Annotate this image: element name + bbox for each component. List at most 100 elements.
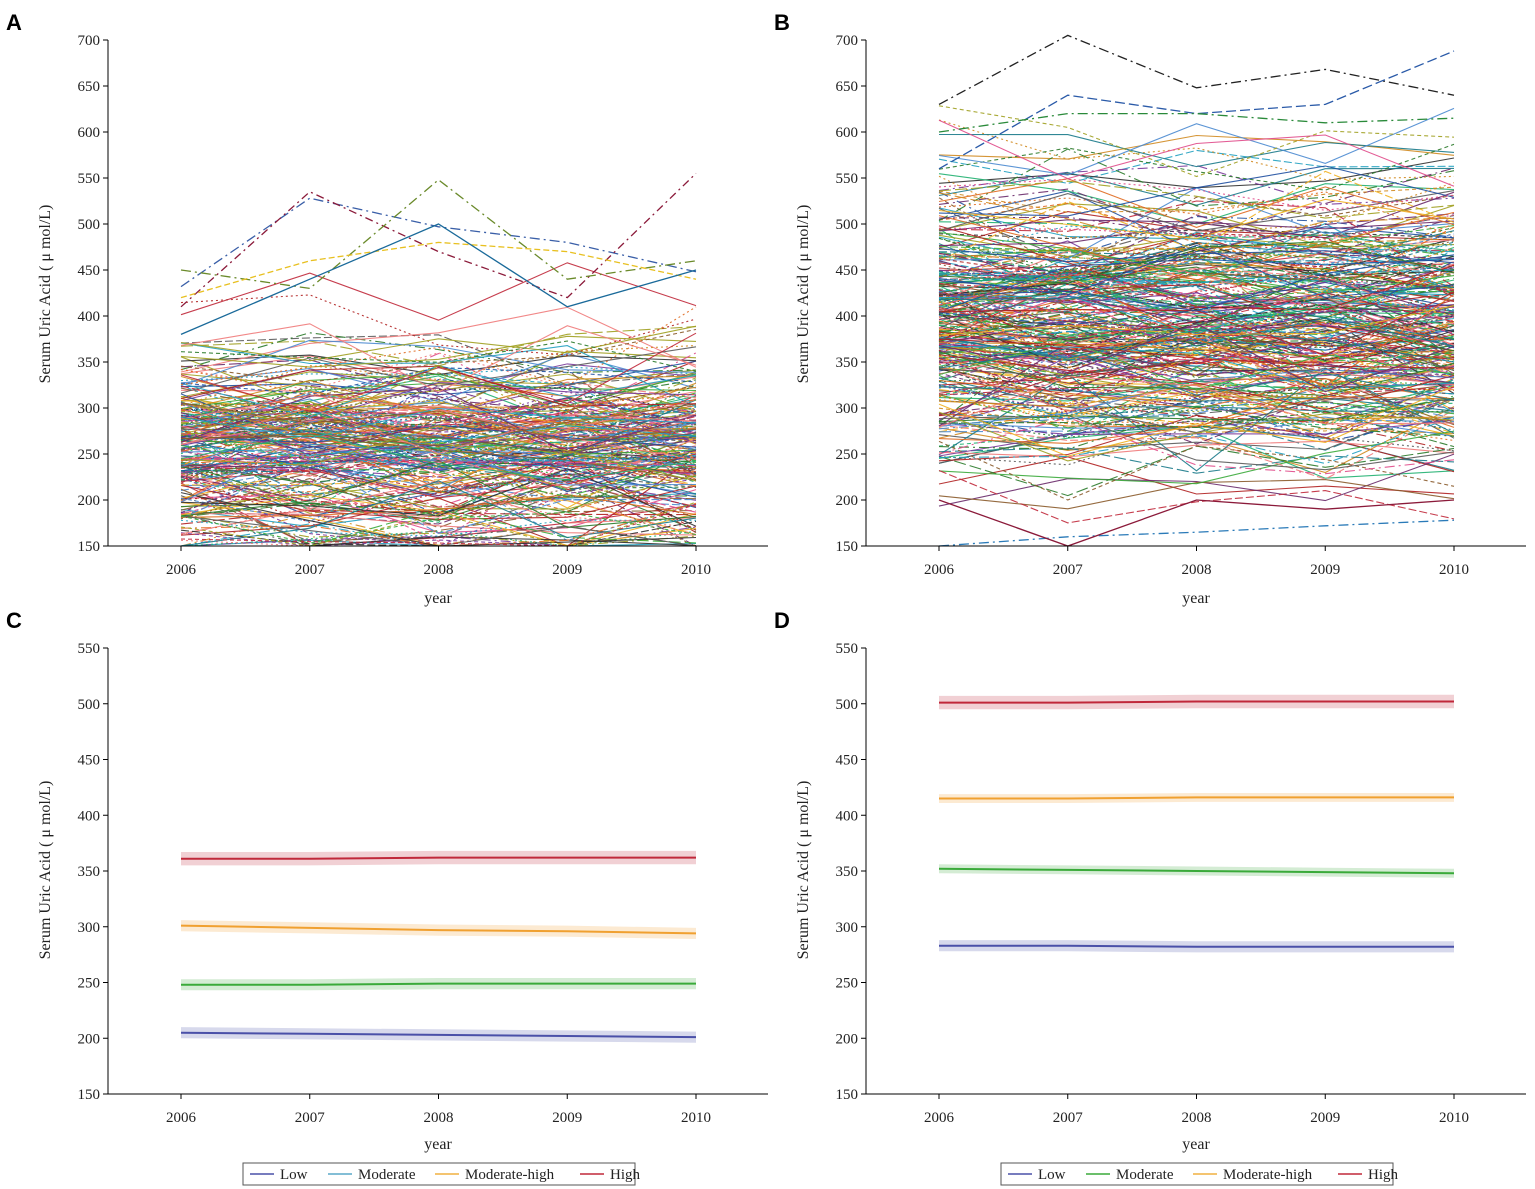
panel-letter-b: B: [774, 10, 790, 35]
trajectory-line: [180, 455, 697, 465]
trajectory-line: [938, 219, 1455, 232]
trajectory-line: [938, 342, 1455, 392]
trajectory-line: [180, 414, 697, 473]
trajectory-line: [938, 291, 1455, 341]
trajectory-line: [180, 366, 697, 427]
trajectory-line: [180, 448, 697, 513]
trajectory-line: [180, 433, 697, 474]
trajectory-line: [180, 488, 697, 545]
legend-label: High: [1368, 1167, 1399, 1183]
y-tick-label: 650: [78, 79, 101, 95]
series-line-low: [180, 1031, 697, 1039]
trajectory-line: [938, 306, 1455, 383]
trajectory-line: [938, 453, 1455, 507]
x-axis-label-a: year: [424, 590, 452, 607]
trajectory-line: [938, 351, 1455, 397]
trajectory-outlier-line: [938, 519, 1455, 547]
trajectory-line: [180, 501, 697, 547]
trajectory-line: [180, 433, 697, 456]
panel-letter-a: A: [6, 10, 22, 35]
trajectory-line: [938, 273, 1455, 334]
y-axis-label-c: Serum Uric Acid ( μ mol/L): [37, 781, 54, 960]
trajectory-line: [180, 335, 697, 368]
trajectory-line: [180, 402, 697, 442]
trajectory-line: [180, 399, 697, 455]
trajectory-line: [180, 325, 697, 362]
trajectory-line: [180, 328, 697, 383]
trajectory-line: [180, 416, 697, 483]
trajectory-line: [938, 267, 1455, 324]
trajectory-line: [938, 198, 1455, 240]
trajectory-line: [938, 248, 1455, 264]
trajectory-line: [938, 165, 1455, 217]
trajectory-line: [180, 306, 697, 387]
trajectory-line: [180, 332, 697, 412]
trajectory-line: [180, 424, 697, 468]
y-axis-label-b: Serum Uric Acid ( μ mol/L): [795, 205, 812, 384]
trajectory-line: [938, 194, 1455, 273]
trajectory-line: [938, 274, 1455, 322]
trajectory-line: [938, 322, 1455, 393]
trajectory-line: [938, 416, 1455, 475]
y-tick-label: 150: [836, 539, 859, 555]
trajectory-line: [180, 438, 697, 489]
legend-label: High: [610, 1167, 641, 1183]
y-tick-label: 150: [78, 1087, 101, 1103]
x-tick-label: 2006: [166, 562, 197, 578]
trajectory-line: [938, 119, 1455, 187]
trajectory-line: [938, 107, 1455, 176]
trajectory-line: [180, 407, 697, 439]
legend-label: Low: [280, 1167, 308, 1183]
y-tick-label: 500: [836, 697, 859, 713]
trajectory-line: [938, 241, 1455, 284]
trajectory-outlier-line: [938, 50, 1455, 170]
trajectory-line: [938, 260, 1455, 328]
y-tick-label: 450: [78, 263, 101, 279]
trajectory-outlier-line: [180, 178, 697, 290]
y-tick-label: 300: [836, 401, 859, 417]
trajectory-line: [938, 178, 1455, 211]
trajectory-line: [180, 384, 697, 439]
trajectory-line: [938, 416, 1455, 465]
trajectory-line: [938, 375, 1455, 428]
trajectory-line: [180, 460, 697, 528]
x-tick-label: 2006: [924, 1110, 955, 1126]
trajectory-line: [938, 133, 1455, 168]
panel-a: A year Serum Uric Acid ( μ mol/L) 150 200…: [6, 10, 768, 607]
y-tick-label: 400: [836, 808, 859, 824]
x-tick-label: 2009: [552, 562, 582, 578]
trajectory-line: [938, 225, 1455, 311]
trajectory-line: [938, 275, 1455, 324]
trajectory-line: [938, 368, 1455, 418]
trajectory-line: [180, 407, 697, 455]
trajectory-line: [180, 385, 697, 447]
x-tick-label: 2010: [681, 1110, 711, 1126]
x-tick-label: 2010: [1439, 1110, 1469, 1126]
x-tick-label: 2009: [1310, 1110, 1340, 1126]
trajectory-line: [938, 395, 1455, 444]
trajectory-line: [938, 406, 1455, 450]
trajectory-line: [938, 296, 1455, 343]
trajectory-line: [938, 167, 1455, 238]
panel-d: D year Serum Uric Acid ( μ mol/L) Low Mod…: [774, 608, 1526, 1186]
legend-label: Moderate: [358, 1167, 416, 1183]
trajectory-line: [938, 292, 1455, 325]
trajectory-line: [180, 435, 697, 481]
y-tick-label: 250: [78, 447, 101, 463]
trajectory-line: [938, 225, 1455, 266]
trajectory-line: [938, 284, 1455, 347]
trajectory-line: [938, 216, 1455, 255]
trajectory-line: [938, 362, 1455, 386]
trajectory-line: [180, 433, 697, 481]
trajectory-line: [938, 283, 1455, 332]
trajectory-line: [180, 428, 697, 454]
trajectory-line: [180, 373, 697, 422]
y-axis-label-d: Serum Uric Acid ( μ mol/L): [795, 781, 812, 960]
trajectory-line: [180, 400, 697, 464]
trajectory-line: [938, 340, 1455, 391]
x-tick-label: 2007: [1053, 1110, 1084, 1126]
trajectory-line: [180, 484, 697, 520]
trajectory-line: [938, 211, 1455, 281]
x-tick-label: 2007: [1053, 562, 1084, 578]
trajectory-line: [180, 468, 697, 527]
